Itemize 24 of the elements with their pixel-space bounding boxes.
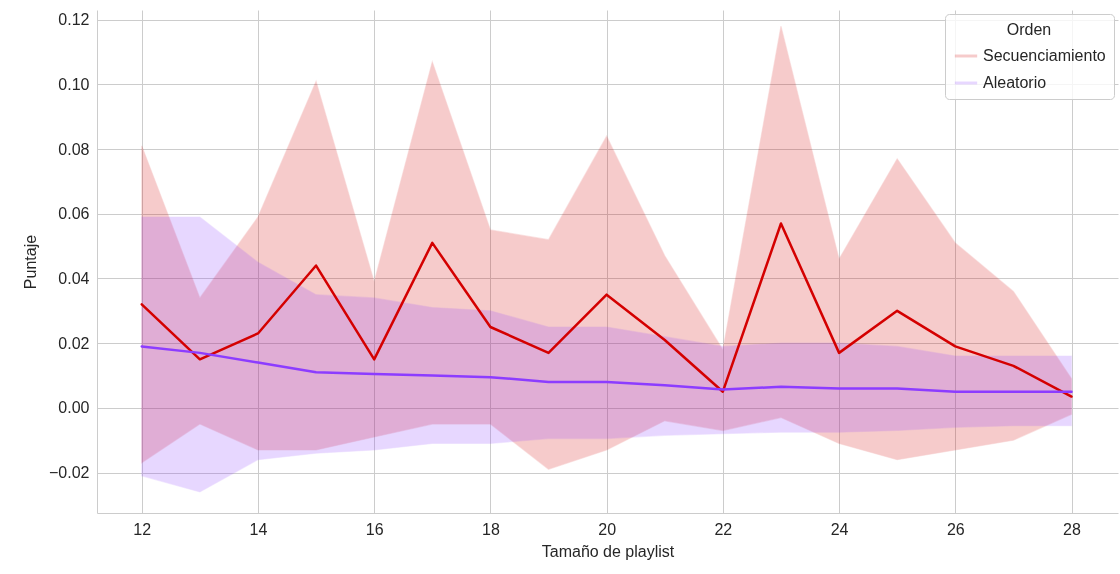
legend-label: Secuenciamiento <box>983 47 1106 64</box>
y-axis-title: Puntaje <box>22 234 40 290</box>
y-tick-label: 0.06 <box>58 205 90 223</box>
y-tick-label: 0.10 <box>58 75 90 93</box>
x-tick-label: 18 <box>482 520 500 538</box>
x-tick-label: 20 <box>598 520 617 538</box>
x-tick-label: 26 <box>946 520 965 538</box>
x-tick-label: 28 <box>1063 520 1082 538</box>
x-axis-title: Tamaño de playlist <box>541 542 675 560</box>
x-tick-label: 12 <box>133 520 152 538</box>
y-tick-label: 0.00 <box>58 399 90 417</box>
legend-title: Orden <box>1006 21 1052 38</box>
x-tick-label: 14 <box>249 520 268 538</box>
x-tick-label: 22 <box>714 520 733 538</box>
y-tick-label: 0.08 <box>58 140 90 158</box>
x-tick-label: 24 <box>830 520 849 538</box>
legend-label: Aleatorio <box>983 74 1047 91</box>
line-series <box>140 222 1073 398</box>
line-series <box>140 345 1073 393</box>
y-tick-label: 0.04 <box>58 269 90 287</box>
x-tick-label: 16 <box>365 520 384 538</box>
y-tick-label: 0.02 <box>58 334 90 352</box>
y-tick-label: 0.12 <box>58 11 90 29</box>
y-tick-label: −0.02 <box>49 464 90 482</box>
